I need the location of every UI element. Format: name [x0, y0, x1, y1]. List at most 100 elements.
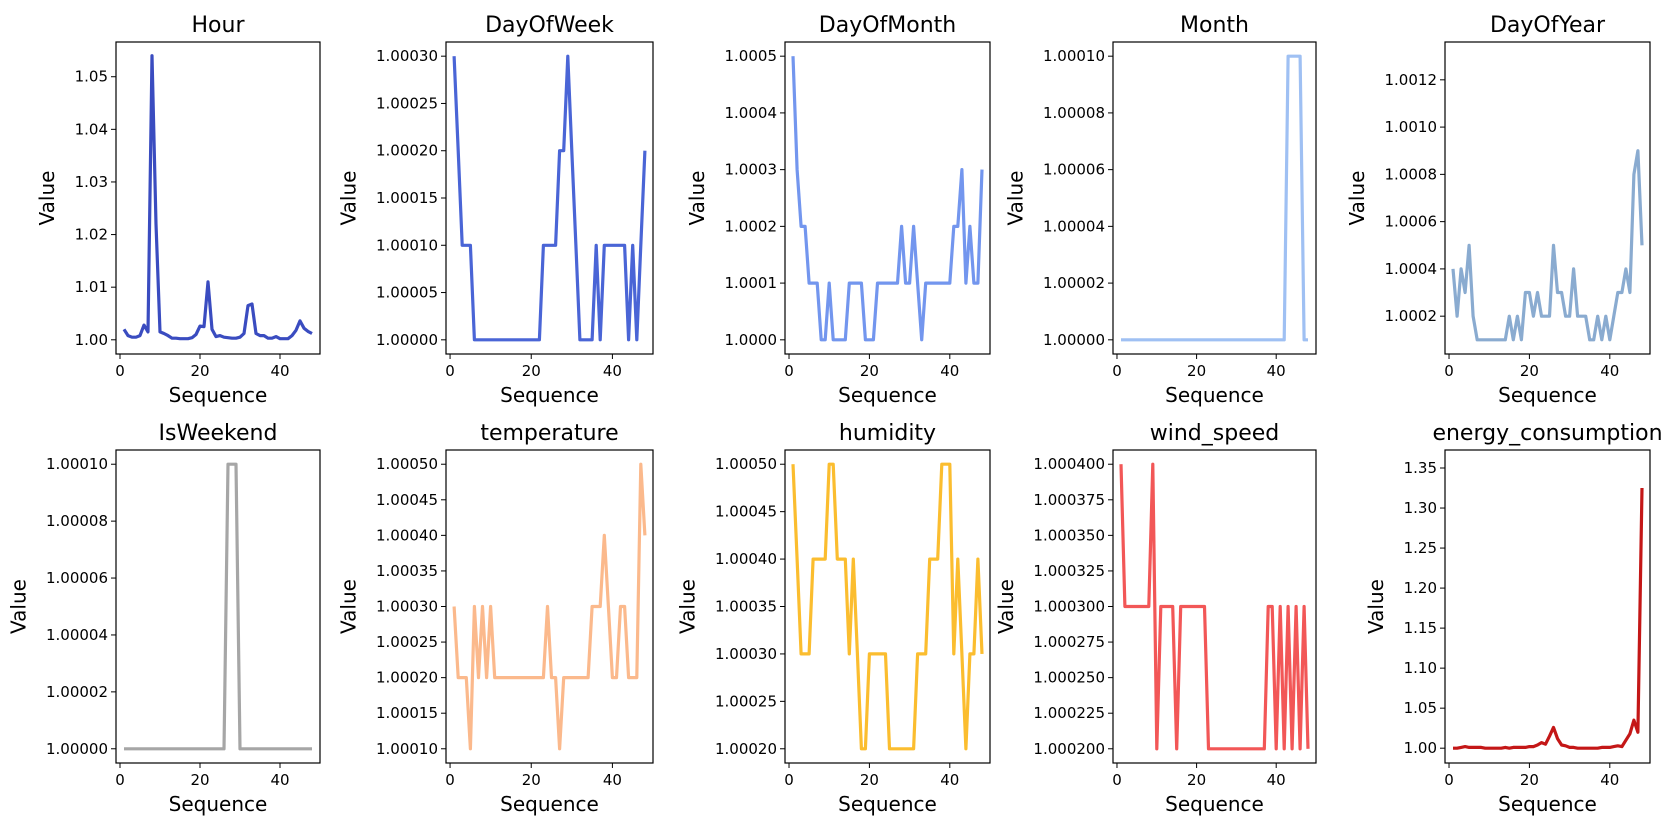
y-tick-label: 1.25 [1404, 539, 1437, 557]
series-line-isweekend [124, 462, 312, 751]
y-tick-label: 1.0004 [725, 104, 778, 122]
y-tick-label: 1.00030 [376, 598, 438, 616]
y-tick-label: 1.000375 [1033, 491, 1105, 509]
y-tick-label: 1.00040 [715, 550, 777, 568]
y-axis-label: Value [7, 579, 31, 634]
subplot-title: wind_speed [1150, 421, 1279, 446]
y-tick-label: 1.000200 [1033, 740, 1105, 758]
subplot-dayofmonth: DayOfMonth 0 20 40 1.0000 1.0001 1.0002 1.0003 1… [685, 13, 991, 407]
subplot-title: energy_consumption [1432, 421, 1661, 446]
x-axis-label: Sequence [838, 383, 937, 407]
series-line-humidity [791, 462, 984, 751]
y-tick-label: 1.04 [75, 120, 108, 138]
subplot-title: DayOfMonth [819, 13, 956, 38]
x-tick-label: 40 [603, 362, 622, 380]
plot-frame [1444, 449, 1651, 764]
x-tick-label: 20 [190, 771, 209, 789]
x-tick-label: 40 [270, 771, 289, 789]
plot-frame [115, 449, 321, 764]
x-tick-label: 40 [940, 362, 959, 380]
x-tick-label: 20 [1520, 771, 1539, 789]
y-tick-label: 1.15 [1404, 619, 1437, 637]
x-tick-label: 40 [1267, 362, 1286, 380]
y-tick-label: 1.00030 [376, 47, 438, 65]
y-tick-label: 1.00020 [376, 142, 438, 160]
y-tick-label: 1.00050 [376, 455, 438, 473]
x-tick-label: 0 [1444, 362, 1454, 380]
x-tick-label: 0 [784, 771, 794, 789]
x-axis-label: Sequence [1165, 792, 1264, 816]
y-tick-label: 1.03 [75, 173, 108, 191]
x-tick-label: 20 [522, 362, 541, 380]
plot-frame [784, 41, 991, 355]
x-tick-label: 20 [1520, 362, 1539, 380]
y-tick-label: 1.00000 [46, 740, 108, 758]
subplot-title: humidity [839, 421, 936, 446]
y-tick-label: 1.00050 [715, 455, 777, 473]
y-tick-label: 1.00002 [1043, 274, 1105, 292]
y-tick-label: 1.000225 [1033, 704, 1105, 722]
y-tick-label: 1.0001 [725, 274, 778, 292]
x-tick-label: 40 [1600, 771, 1619, 789]
y-tick-label: 1.0006 [1385, 213, 1438, 231]
y-tick-label: 1.00 [75, 331, 108, 349]
y-tick-label: 1.00004 [1043, 217, 1105, 235]
x-axis-label: Sequence [169, 383, 268, 407]
x-axis-label: Sequence [500, 383, 599, 407]
y-axis-label: Value [1364, 579, 1388, 634]
y-tick-label: 1.00006 [1043, 161, 1105, 179]
y-tick-label: 1.00000 [1043, 331, 1105, 349]
x-tick-label: 0 [445, 771, 455, 789]
y-tick-label: 1.00035 [715, 598, 777, 616]
subplot-title: IsWeekend [159, 421, 278, 446]
y-axis-label: Value [676, 579, 700, 634]
y-axis-label: Value [994, 579, 1018, 634]
x-axis-label: Sequence [500, 792, 599, 816]
y-tick-label: 1.30 [1404, 499, 1437, 517]
y-tick-label: 1.00005 [376, 284, 438, 302]
x-tick-label: 0 [445, 362, 455, 380]
y-tick-label: 1.00002 [46, 683, 108, 701]
x-tick-label: 0 [1112, 362, 1122, 380]
x-tick-label: 20 [860, 771, 879, 789]
x-tick-label: 40 [603, 771, 622, 789]
y-tick-label: 1.00020 [715, 740, 777, 758]
y-tick-label: 1.0002 [1385, 307, 1438, 325]
y-tick-label: 1.00010 [376, 236, 438, 254]
x-tick-label: 20 [522, 771, 541, 789]
subplot-dayofyear: DayOfYear 0 20 40 1.0002 1.0004 1.0006 1.0008 1.… [1345, 13, 1651, 407]
series-line-dayofmonth [791, 56, 984, 342]
y-axis-label: Value [1004, 171, 1028, 226]
y-tick-label: 1.00004 [46, 626, 108, 644]
subplot-temperature: temperature 0 20 40 1.00010 1.00015 1.00020 1.0… [337, 421, 654, 816]
y-axis-label: Value [337, 579, 361, 634]
x-tick-label: 0 [784, 362, 794, 380]
series-line-hour [122, 54, 313, 341]
y-tick-label: 1.0008 [1385, 165, 1438, 183]
x-tick-label: 40 [1267, 771, 1286, 789]
subplot-energy-consumption: energy_consumption 0 20 40 1.00 1.05 1.10 1.15 1… [1364, 421, 1661, 816]
x-tick-label: 40 [940, 771, 959, 789]
y-tick-label: 1.05 [1404, 699, 1437, 717]
y-axis-label: Value [337, 171, 361, 226]
subplot-humidity: humidity 0 20 40 1.00020 1.00025 1.00030 1.0003… [676, 421, 991, 816]
y-tick-label: 1.00006 [46, 569, 108, 587]
x-tick-label: 20 [190, 362, 209, 380]
series-line-energy-consumption [1453, 487, 1644, 750]
y-tick-label: 1.10 [1404, 659, 1437, 677]
series-line-dayofweek [452, 54, 647, 342]
y-tick-label: 1.00008 [46, 512, 108, 530]
y-tick-label: 1.00000 [376, 331, 438, 349]
y-tick-label: 1.01 [75, 278, 108, 296]
y-tick-label: 1.000300 [1033, 598, 1105, 616]
subplot-title: temperature [480, 421, 618, 446]
subplot-title: Month [1180, 13, 1249, 38]
y-tick-label: 1.00010 [46, 455, 108, 473]
y-tick-label: 1.00025 [376, 94, 438, 112]
y-tick-label: 1.00020 [376, 669, 438, 687]
x-tick-label: 0 [1444, 771, 1454, 789]
subplot-hour: Hour 0 20 40 1.00 1.01 1.02 1.03 1.04 1.05 Sequenc… [35, 13, 321, 407]
y-tick-label: 1.00015 [376, 704, 438, 722]
plot-frame [1444, 41, 1651, 355]
